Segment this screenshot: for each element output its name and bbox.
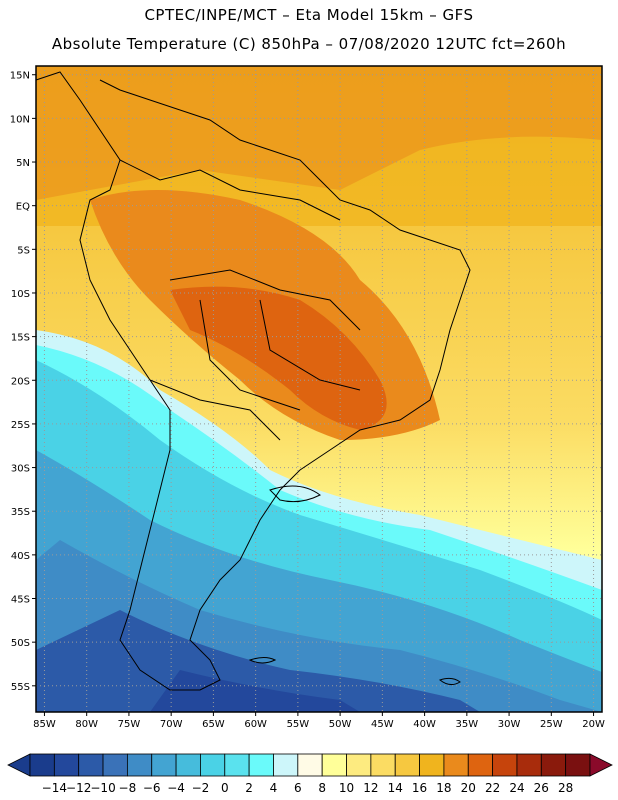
map-subtitle: Absolute Temperature (C) 850hPa – 07/08/… (51, 35, 567, 53)
colorbar-label: 10 (339, 781, 354, 795)
lon-label: 85W (33, 719, 56, 730)
lon-label: 25W (540, 719, 563, 730)
lon-label: 40W (413, 719, 436, 730)
colorbar-swatch (53, 753, 80, 777)
colorbar-label: 24 (509, 781, 524, 795)
lon-label: 30W (498, 719, 521, 730)
lat-label: 45S (11, 595, 30, 606)
coastlines (35, 71, 471, 691)
colorbar-label: −14 (42, 781, 67, 795)
latitude-labels: 15N 10N 5N EQ 5S 10S 15S 20S 25S 30S 35S 40S 45S 50S 5… (10, 71, 36, 693)
lat-label: 40S (11, 551, 30, 562)
colorbar-swatch (273, 753, 299, 777)
lon-label: 50W (329, 719, 352, 730)
lat-label: EQ (16, 202, 30, 213)
colorbar-swatch (224, 753, 250, 777)
lon-label: 70W (160, 719, 183, 730)
colorbar-label: 28 (558, 781, 573, 795)
lat-label: 10S (11, 289, 30, 300)
colorbar-label: 14 (388, 781, 403, 795)
lat-label: 5N (16, 158, 30, 169)
colorbar-swatch (102, 753, 128, 777)
colorbar-swatch (443, 753, 469, 777)
lon-label: 75W (118, 719, 141, 730)
colorbar-label: −10 (90, 781, 115, 795)
colorbar-swatch (419, 753, 445, 777)
colorbar-swatch (200, 753, 226, 777)
colorbar-label: 0 (221, 781, 229, 795)
colorbar-swatch (175, 753, 201, 777)
temperature-field (36, 66, 602, 712)
colorbar-label: 16 (412, 781, 427, 795)
colorbar-swatch (540, 753, 567, 777)
lat-label: 50S (11, 638, 30, 649)
lat-label: 30S (11, 464, 30, 475)
lon-label: 20W (582, 719, 605, 730)
colorbar-label: −2 (192, 781, 210, 795)
colorbar-max-arrow (589, 753, 613, 777)
colorbar-label: 4 (270, 781, 278, 795)
colorbar-label: −8 (119, 781, 137, 795)
colorbar-swatch (151, 753, 177, 777)
colorbar-swatch (297, 753, 323, 777)
colorbar-label: −12 (66, 781, 91, 795)
colorbar-swatch (321, 753, 347, 777)
colorbar-label: −6 (143, 781, 161, 795)
lon-label: 35W (456, 719, 479, 730)
colorbar-swatch (78, 753, 104, 777)
colorbar-label: 18 (436, 781, 451, 795)
colorbar-label: 22 (485, 781, 500, 795)
lat-label: 55S (11, 682, 30, 693)
colorbar-label: 8 (318, 781, 326, 795)
plot-frame (35, 65, 603, 713)
colorbar: −14 −12 −10 −8 −6 −4 −2 0 2 4 6 8 10 12 14 16 18 20 22 24 26… (7, 753, 613, 795)
colorbar-swatch (248, 753, 274, 777)
lon-label: 55W (287, 719, 310, 730)
colorbar-label: 12 (363, 781, 378, 795)
lat-label: 10N (10, 114, 30, 125)
longitude-labels: 85W 80W 75W 70W 65W 60W 55W 50W 45W 40W 35W 30W 25W 2… (33, 712, 605, 730)
lat-label: 25S (11, 420, 30, 431)
colorbar-min-arrow (7, 753, 31, 777)
colorbar-swatch (492, 753, 518, 777)
lon-label: 45W (371, 719, 394, 730)
map-title: CPTEC/INPE/MCT – Eta Model 15km – GFS (144, 6, 474, 24)
lat-label: 15S (11, 333, 30, 344)
lat-label: 5S (17, 245, 30, 256)
colorbar-label: −4 (167, 781, 185, 795)
colorbar-swatch (467, 753, 494, 777)
lon-label: 80W (75, 719, 98, 730)
colorbar-swatch (126, 753, 153, 777)
colorbar-label: 26 (534, 781, 549, 795)
lat-label: 20S (11, 376, 30, 387)
colorbar-swatch (346, 753, 372, 777)
colorbar-swatch (565, 753, 591, 777)
colorbar-swatch (370, 753, 396, 777)
lat-label: 35S (11, 507, 30, 518)
lat-label: 15N (10, 71, 30, 82)
colorbar-label: 2 (245, 781, 253, 795)
colorbar-swatch (516, 753, 542, 777)
colorbar-swatch (29, 753, 55, 777)
lon-label: 65W (202, 719, 225, 730)
colorbar-label: 6 (294, 781, 302, 795)
lon-label: 60W (244, 719, 267, 730)
colorbar-label: 20 (461, 781, 476, 795)
colorbar-swatch (394, 753, 420, 777)
